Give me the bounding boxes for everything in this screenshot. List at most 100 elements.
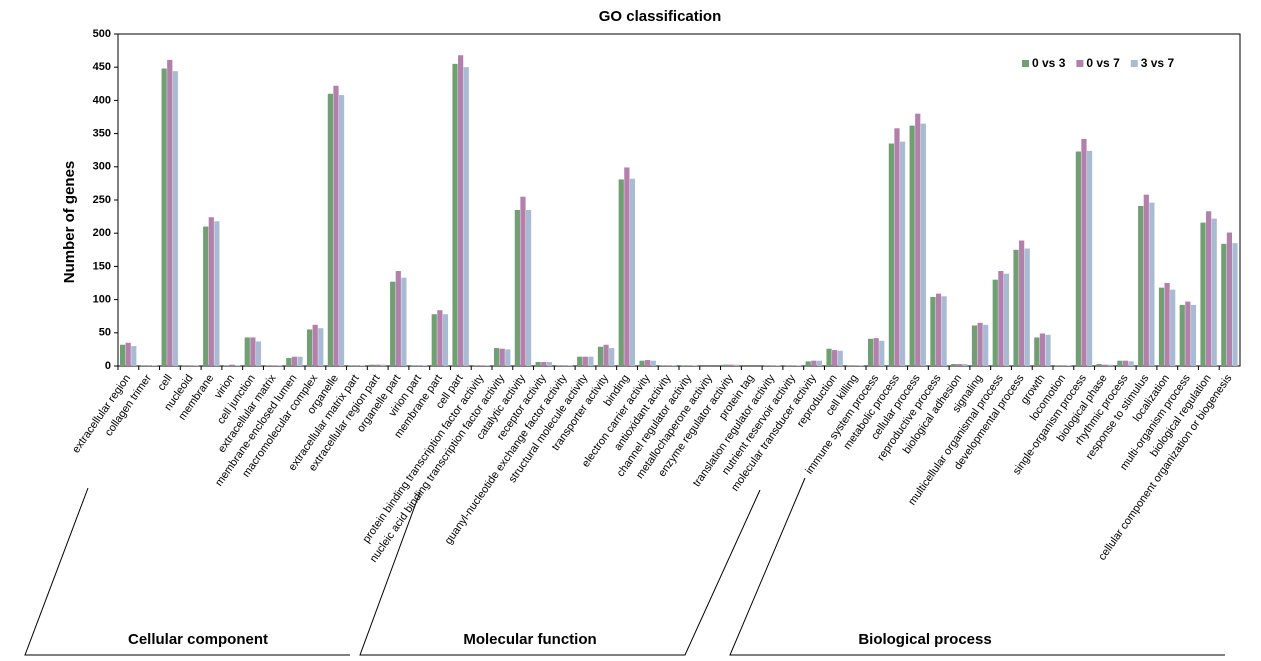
bar [541,362,547,366]
bar [852,365,859,366]
bar [629,178,636,366]
bar [1086,150,1093,366]
bar [1096,364,1102,366]
bar [1226,232,1233,366]
bar [645,360,651,366]
bar [956,364,962,366]
group-label: Molecular function [463,631,596,648]
bar [639,360,645,366]
y-tick-label: 250 [93,194,111,206]
bar [597,346,604,366]
bar [722,364,728,366]
bar [873,338,879,366]
group-label: Cellular component [128,631,268,648]
bar [525,209,532,366]
bar [935,293,942,366]
bar [816,360,823,366]
bar [161,68,167,366]
bar [1232,243,1238,366]
bar [172,71,178,367]
bar [692,365,698,366]
bar [250,337,256,366]
bar [894,128,900,366]
bar [193,365,199,366]
plot-frame [117,33,1241,367]
bracket [359,489,761,656]
y-tick-label: 50 [99,327,111,339]
bar [858,365,864,366]
bar [1102,364,1108,366]
bar [784,365,791,366]
bar [826,348,832,366]
bar [291,356,298,366]
bar [223,365,230,366]
bar [395,271,401,366]
x-tick-label: cell [155,373,174,393]
bar [333,85,339,367]
bar [832,350,838,366]
bar [131,346,137,366]
bar [235,365,241,366]
bar [1158,287,1165,366]
bar [680,365,687,366]
bar [484,365,490,366]
bar [686,365,692,366]
bar [971,325,978,366]
bar [915,113,921,367]
bar [167,59,173,367]
bracket [729,477,1225,656]
bar [1117,360,1123,366]
bar [1024,248,1030,366]
bar [1122,360,1129,366]
bar [764,365,770,366]
legend-swatch [1130,60,1138,67]
y-tick-label: 500 [93,28,111,40]
bar [203,226,209,366]
bar [520,196,526,366]
bar [499,348,505,366]
y-tick-label: 350 [93,128,111,140]
bar [514,209,520,366]
bar [452,63,458,366]
bar [1066,365,1072,366]
y-tick-label: 150 [93,260,111,272]
bar [899,141,906,366]
bar [244,337,250,366]
bar [733,364,739,366]
bar [255,341,262,366]
bar [1081,138,1087,366]
bar [442,314,449,366]
bar [1221,243,1227,366]
bar [671,365,677,366]
bar [888,143,894,366]
y-tick-label: 300 [93,161,111,173]
bar [354,365,360,366]
group-label: Biological process [858,631,991,648]
bar [473,365,479,366]
bar [1003,273,1010,366]
bar [992,279,998,366]
bar [582,356,588,366]
bar [941,296,947,366]
bar [1107,364,1113,366]
legend-label: 0 vs 7 [1086,56,1120,70]
bar [998,271,1004,366]
bar [546,362,552,366]
bar [1149,202,1155,366]
bar [410,365,417,366]
bar [909,125,915,366]
legend-label: 0 vs 3 [1032,56,1066,70]
bar [609,348,615,366]
y-tick-label: 450 [93,61,111,73]
bar [962,364,968,366]
bar [879,340,885,366]
bar [1211,218,1217,366]
bar [577,356,583,366]
bar [146,365,152,366]
bar [182,365,188,366]
bar [327,93,333,366]
bar [416,365,422,366]
bar [650,360,656,366]
bar [837,350,843,366]
bar [1138,205,1144,366]
